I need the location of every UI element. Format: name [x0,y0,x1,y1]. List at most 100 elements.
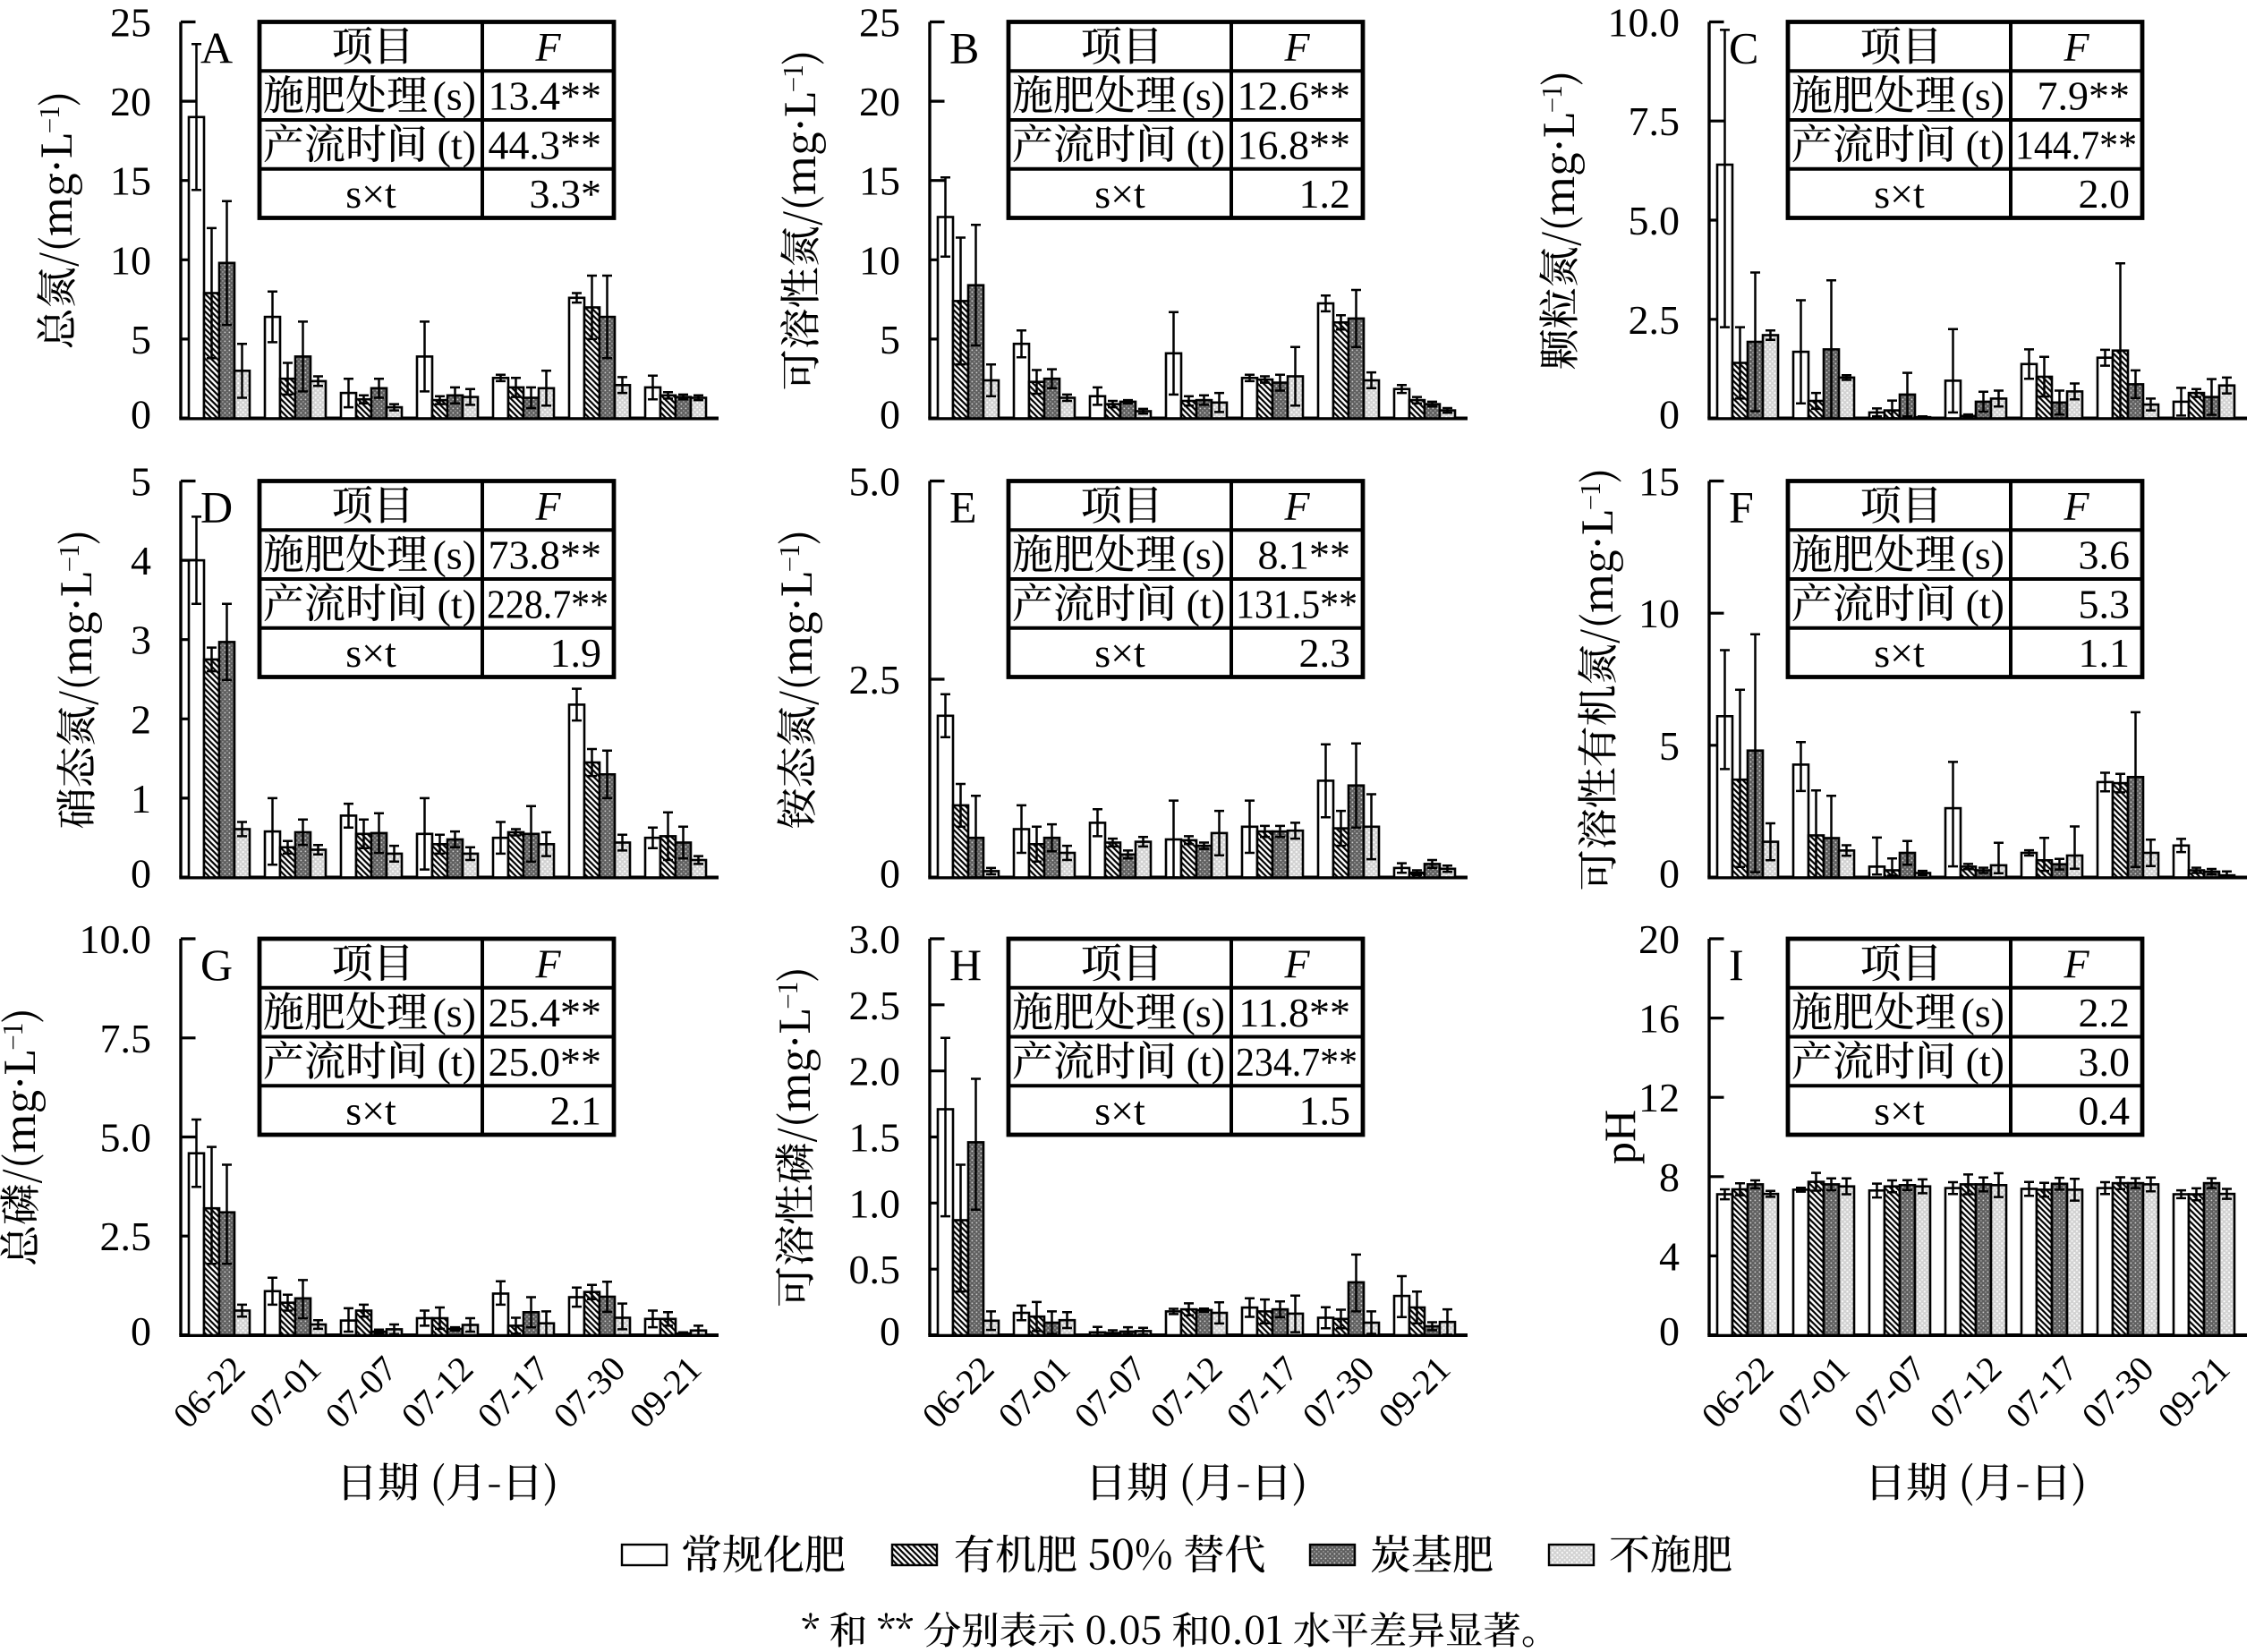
svg-text:0.4: 0.4 [2079,1088,2131,1134]
svg-text:5: 5 [131,459,151,505]
svg-text:144.7**: 144.7** [2015,122,2137,167]
svg-text:15: 15 [859,158,900,204]
svg-text:10.0: 10.0 [80,916,152,962]
svg-text:1.9: 1.9 [550,630,602,676]
svg-text:2.1: 2.1 [550,1088,602,1134]
svg-text:73.8**: 73.8** [489,532,602,578]
svg-text:(t): (t) [1187,1039,1225,1085]
svg-text:131.5**: 131.5** [1236,581,1357,626]
svg-text:228.7**: 228.7** [487,581,608,626]
svg-text:F: F [2063,483,2089,529]
svg-text:0: 0 [131,392,151,438]
svg-text:G: G [200,940,233,990]
svg-text:3: 3 [131,617,151,663]
svg-text:5.0: 5.0 [849,459,901,505]
svg-text:(s): (s) [1961,73,2004,119]
svg-text:1.5: 1.5 [849,1115,901,1161]
svg-text:0: 0 [1659,851,1680,897]
svg-text:5: 5 [880,317,900,362]
svg-text:E: E [949,482,977,532]
svg-text:20: 20 [110,79,151,124]
svg-text:12: 12 [1638,1075,1680,1120]
svg-text:5: 5 [1659,723,1680,769]
svg-text:s×t: s×t [1874,630,1925,676]
svg-text:H: H [949,940,982,990]
svg-text:8.1**: 8.1** [1258,532,1351,578]
svg-text:0: 0 [131,851,151,897]
svg-text:1.2: 1.2 [1299,171,1351,217]
svg-text:(s): (s) [1961,990,2004,1035]
svg-text:20: 20 [1638,916,1680,962]
svg-text:5: 5 [131,317,151,362]
svg-text:2.3: 2.3 [1299,630,1351,676]
svg-text:12.6**: 12.6** [1238,73,1351,119]
svg-text:2.0: 2.0 [849,1049,901,1094]
svg-text:0: 0 [1659,1308,1680,1354]
svg-text:0: 0 [1659,392,1680,438]
svg-text:7.5: 7.5 [100,1016,152,1061]
svg-text:s×t: s×t [1874,1088,1925,1134]
svg-text:(t): (t) [1966,581,2004,626]
svg-text:7.9**: 7.9** [2038,73,2131,119]
svg-text:F: F [2063,24,2089,70]
svg-text:10: 10 [110,237,151,283]
svg-text:234.7**: 234.7** [1236,1039,1357,1085]
svg-text:15: 15 [1638,459,1680,505]
svg-text:s×t: s×t [1094,1088,1145,1134]
svg-text:20: 20 [859,79,900,124]
svg-text:s×t: s×t [1874,171,1925,217]
svg-text:(t): (t) [438,1039,476,1085]
svg-text:s×t: s×t [345,1088,396,1134]
svg-text:5.0: 5.0 [1629,198,1681,243]
svg-text:16.8**: 16.8** [1238,122,1351,167]
svg-text:7.5: 7.5 [1629,98,1681,144]
svg-text:3.3*: 3.3* [530,171,602,217]
svg-text:3.0: 3.0 [2079,1039,2131,1085]
svg-text:s×t: s×t [345,171,396,217]
svg-text:1.0: 1.0 [849,1180,901,1226]
svg-text:3.6: 3.6 [2079,532,2131,578]
svg-text:(t): (t) [1187,581,1225,626]
svg-text:(s): (s) [1181,532,1225,578]
svg-text:15: 15 [110,158,151,204]
svg-text:1.5: 1.5 [1299,1088,1351,1134]
svg-text:s×t: s×t [1094,630,1145,676]
svg-text:I: I [1729,940,1744,990]
svg-text:s×t: s×t [1094,171,1145,217]
svg-text:0: 0 [880,851,900,897]
svg-text:10: 10 [859,237,900,283]
svg-text:2.5: 2.5 [849,657,901,703]
svg-text:F: F [534,24,561,70]
svg-text:44.3**: 44.3** [489,122,602,167]
svg-text:25.4**: 25.4** [489,990,602,1035]
svg-text:(s): (s) [432,990,476,1035]
svg-text:11.8**: 11.8** [1238,990,1350,1035]
svg-text:F: F [534,483,561,529]
svg-text:2.2: 2.2 [2079,990,2131,1035]
svg-text:(s): (s) [432,73,476,119]
svg-text:2.5: 2.5 [1629,297,1681,343]
svg-text:F: F [1283,941,1310,986]
svg-text:F: F [1729,482,1754,532]
svg-text:10.0: 10.0 [1608,0,1681,46]
svg-text:1.1: 1.1 [2079,630,2131,676]
svg-text:(t): (t) [438,581,476,626]
svg-text:(s): (s) [432,532,476,578]
svg-text:0: 0 [131,1308,151,1354]
svg-text:0.5: 0.5 [849,1247,901,1292]
svg-text:5.0: 5.0 [100,1115,152,1161]
svg-text:pH: pH [1595,1110,1645,1164]
svg-text:(t): (t) [1966,1039,2004,1085]
svg-text:A: A [200,23,233,73]
svg-text:2.0: 2.0 [2079,171,2131,217]
svg-text:(s): (s) [1181,990,1225,1035]
svg-text:F: F [1283,483,1310,529]
svg-text:10: 10 [1638,591,1680,636]
svg-text:C: C [1729,23,1758,73]
svg-text:1: 1 [131,776,151,822]
svg-text:(t): (t) [1966,122,2004,167]
svg-text:D: D [200,482,233,532]
svg-text:2: 2 [131,696,151,742]
svg-text:2.5: 2.5 [849,983,901,1028]
svg-text:13.4**: 13.4** [489,73,602,119]
